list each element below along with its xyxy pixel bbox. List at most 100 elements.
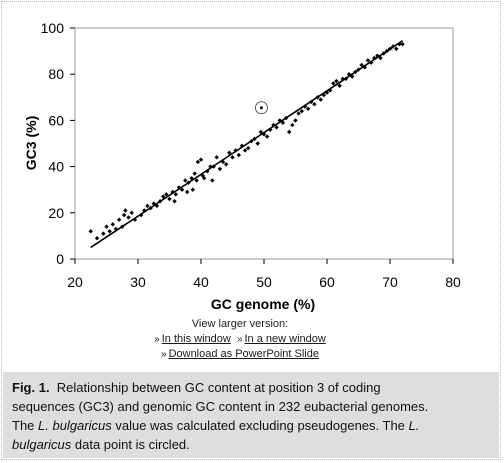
download-powerpoint-link[interactable]: Download as PowerPoint Slide — [168, 348, 319, 360]
data-point — [365, 58, 371, 63]
highlight-point — [259, 106, 263, 110]
data-point — [255, 141, 260, 146]
highlight-circle — [255, 101, 268, 115]
data-point — [113, 226, 119, 232]
data-point — [151, 201, 156, 206]
figure-caption: Fig. 1. Relationship between GC content … — [3, 372, 499, 458]
data-point — [400, 41, 405, 47]
data-point — [167, 196, 172, 202]
caption-text-3a: The — [12, 418, 39, 433]
y-tick-label: 40 — [48, 159, 64, 175]
link-row-1: » In this window » In a new window — [0, 333, 480, 345]
in-new-window-link[interactable]: In a new window — [244, 333, 326, 345]
data-point — [350, 74, 355, 79]
x-axis-ticks: 20 30 40 50 60 70 80 — [67, 259, 461, 290]
data-point — [123, 208, 128, 213]
data-point — [242, 148, 248, 153]
data-point — [394, 46, 399, 51]
data-point — [296, 111, 301, 116]
data-point — [110, 222, 115, 227]
data-point — [337, 83, 342, 88]
caption-text-2: sequences (GC3) and genomic GC content i… — [12, 399, 429, 414]
data-point — [264, 134, 270, 139]
x-tick-label: 30 — [130, 274, 146, 290]
data-point — [210, 178, 215, 183]
data-point — [172, 199, 177, 204]
data-point — [195, 159, 201, 165]
data-point — [287, 129, 292, 135]
x-tick-label: 70 — [382, 274, 398, 290]
data-point — [126, 215, 131, 220]
data-point — [183, 178, 188, 183]
arrow-icon: » — [236, 334, 243, 345]
y-axis-label: GC3 (%) — [23, 116, 39, 170]
view-larger-title: View larger version: — [191, 318, 289, 330]
data-point — [129, 210, 134, 215]
plot-area-border — [74, 27, 454, 260]
x-tick-label: 20 — [67, 274, 83, 290]
y-tick-label: 60 — [48, 112, 64, 128]
data-point — [334, 78, 339, 84]
data-point — [224, 162, 229, 167]
caption-text-4: data point is circled. — [71, 437, 190, 452]
data-point — [293, 118, 298, 123]
y-tick-label: 100 — [41, 20, 65, 36]
x-tick-label: 80 — [445, 274, 461, 290]
data-point — [201, 175, 207, 181]
y-axis-ticks: 0 20 40 60 80 100 — [41, 20, 75, 267]
x-axis-label: GC genome (%) — [211, 296, 315, 312]
caption-species: L. bulgaricus — [38, 418, 112, 433]
data-point — [198, 157, 204, 162]
data-point — [190, 187, 196, 192]
data-point — [94, 236, 100, 241]
data-point — [246, 145, 251, 151]
data-point — [217, 166, 223, 172]
data-point — [145, 203, 150, 209]
data-point — [164, 192, 169, 197]
data-point — [346, 72, 352, 77]
data-point — [173, 192, 178, 197]
data-point — [331, 81, 336, 86]
data-point — [184, 189, 190, 195]
data-point — [359, 62, 364, 68]
data-point — [227, 150, 232, 155]
data-point — [214, 155, 219, 160]
y-tick-label: 0 — [56, 251, 64, 267]
caption-text-3b: value was calculated excluding pseudogen… — [111, 418, 409, 433]
caption-species-epithet: bulgaricus — [12, 437, 72, 452]
data-point — [121, 212, 127, 218]
caption-species-genus: L. — [408, 418, 420, 433]
trend-line — [90, 40, 404, 249]
x-tick-label: 60 — [319, 274, 335, 290]
x-tick-label: 40 — [193, 274, 209, 290]
data-point — [104, 224, 109, 229]
arrow-icon: » — [154, 334, 160, 345]
y-tick-label: 20 — [48, 205, 64, 221]
data-point — [107, 229, 112, 234]
data-points — [88, 41, 405, 241]
data-point — [305, 106, 311, 112]
data-point — [179, 187, 185, 192]
data-point — [274, 125, 279, 130]
data-point — [299, 108, 304, 114]
data-point — [194, 178, 199, 183]
data-point — [88, 229, 93, 234]
arrow-icon: » — [161, 349, 167, 360]
x-tick-label: 50 — [256, 274, 272, 290]
data-point — [230, 155, 235, 160]
caption-text-1: Relationship between GC content at posit… — [56, 380, 381, 395]
data-point — [372, 55, 377, 61]
data-point — [101, 231, 106, 236]
data-point — [116, 217, 122, 222]
data-point — [192, 171, 197, 176]
data-point — [318, 97, 323, 102]
data-point — [290, 122, 295, 128]
data-point — [312, 102, 317, 107]
in-this-window-link[interactable]: In this window — [161, 333, 231, 345]
caption-fig-label: Fig. 1. — [12, 380, 50, 395]
data-point — [236, 152, 241, 158]
link-row-2: » Download as PowerPoint Slide — [0, 348, 480, 360]
y-tick-label: 80 — [48, 66, 64, 82]
